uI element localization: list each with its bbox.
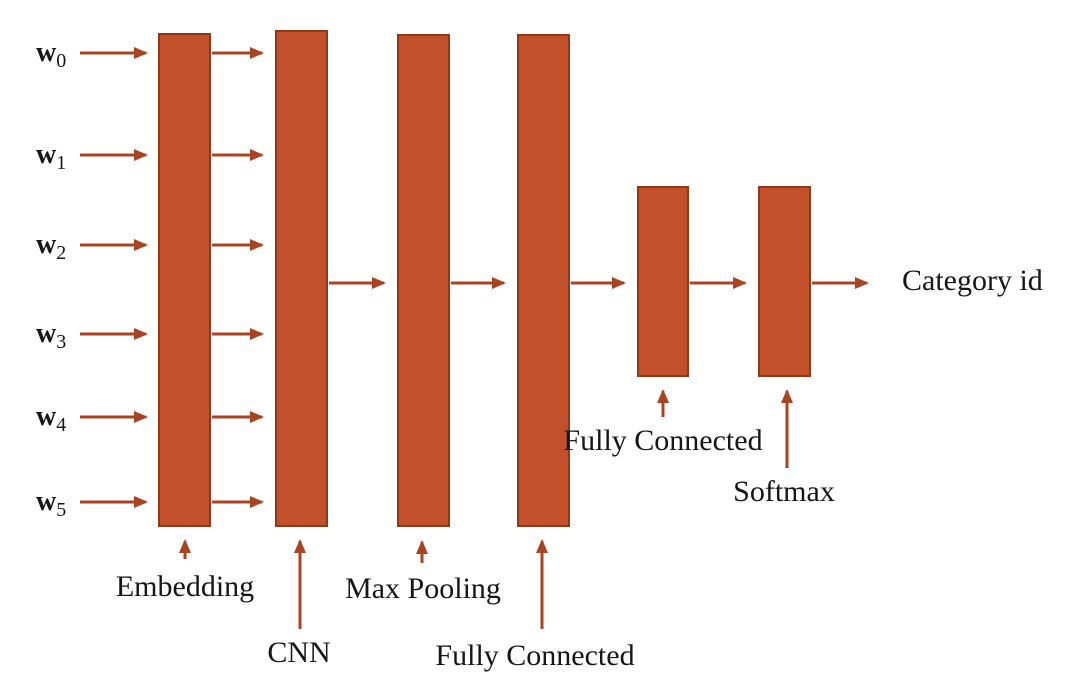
input-label-w3: w3 bbox=[36, 318, 67, 353]
input-label-w5: w5 bbox=[36, 486, 67, 521]
embedding-label: Embedding bbox=[115, 570, 255, 603]
max-pooling-label: Max Pooling bbox=[345, 572, 501, 605]
fully-connected-1-label: Fully Connected bbox=[435, 639, 635, 672]
input-label-w4: w4 bbox=[36, 401, 67, 436]
max-pooling-bar bbox=[397, 34, 450, 527]
input-label-w1: w1 bbox=[36, 139, 67, 174]
softmax-bar bbox=[758, 186, 811, 377]
input-label-w0: w0 bbox=[36, 37, 67, 72]
input-label-w2: w2 bbox=[36, 229, 67, 264]
fully-connected-1-bar bbox=[517, 34, 570, 527]
cnn-bar bbox=[275, 30, 328, 527]
output-label: Category id bbox=[902, 264, 1043, 297]
fully-connected-2-label: Fully Connected bbox=[563, 424, 763, 457]
embedding-bar bbox=[158, 33, 211, 527]
softmax-label: Softmax bbox=[733, 475, 835, 508]
fully-connected-2-bar bbox=[637, 186, 689, 377]
cnn-label: CNN bbox=[267, 636, 331, 669]
